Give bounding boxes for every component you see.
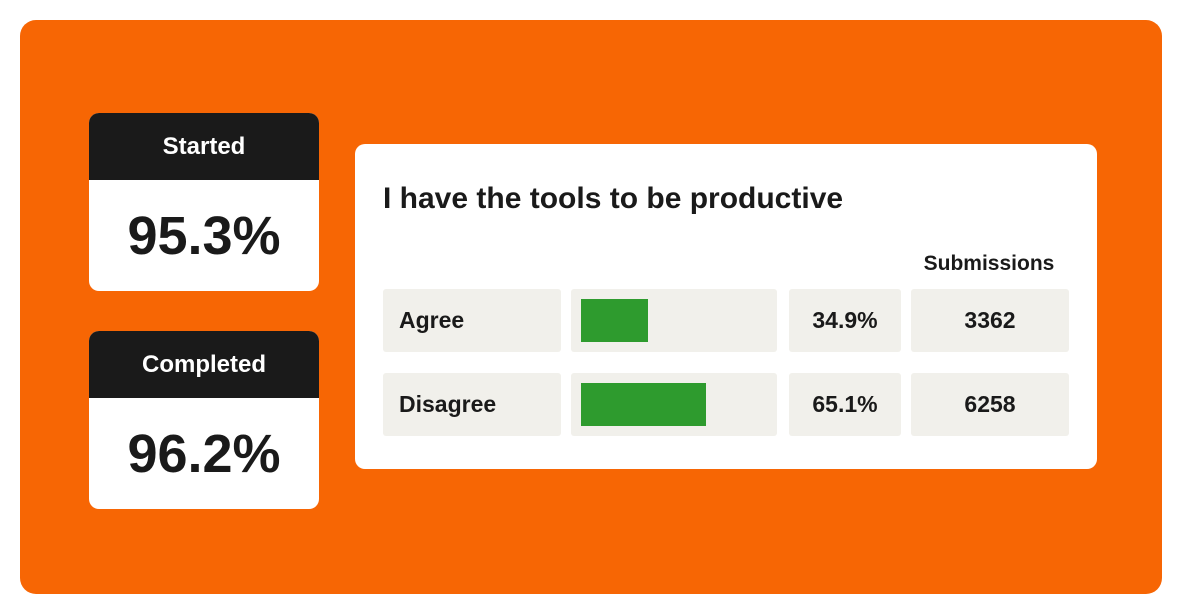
submissions-column-header: Submissions [923,252,1055,275]
completed-label: Completed [89,331,319,398]
started-label: Started [89,113,319,180]
answer-row-disagree: Disagree 65.1% 6258 [383,373,1069,436]
answer-label: Agree [383,289,561,352]
answer-bar-fill [581,383,706,426]
answer-submissions: 3362 [911,289,1069,352]
answer-row-agree: Agree 34.9% 3362 [383,289,1069,352]
question-title: I have the tools to be productive [383,182,844,215]
answer-label: Disagree [383,373,561,436]
started-value: 95.3% [127,205,281,266]
survey-question-card: I have the tools to be productive Submis… [355,144,1097,469]
started-stat-card: Started 95.3% [89,113,319,291]
dashboard-panel: Started 95.3% Completed 96.2% I have the… [20,20,1162,594]
completed-value: 96.2% [127,423,281,484]
completed-stat-card: Completed 96.2% [89,331,319,509]
answer-bar-fill [581,299,648,342]
answer-percent: 65.1% [789,373,901,436]
answer-bar-track [571,373,777,436]
answer-bar-track [571,289,777,352]
answer-submissions: 6258 [911,373,1069,436]
answer-percent: 34.9% [789,289,901,352]
